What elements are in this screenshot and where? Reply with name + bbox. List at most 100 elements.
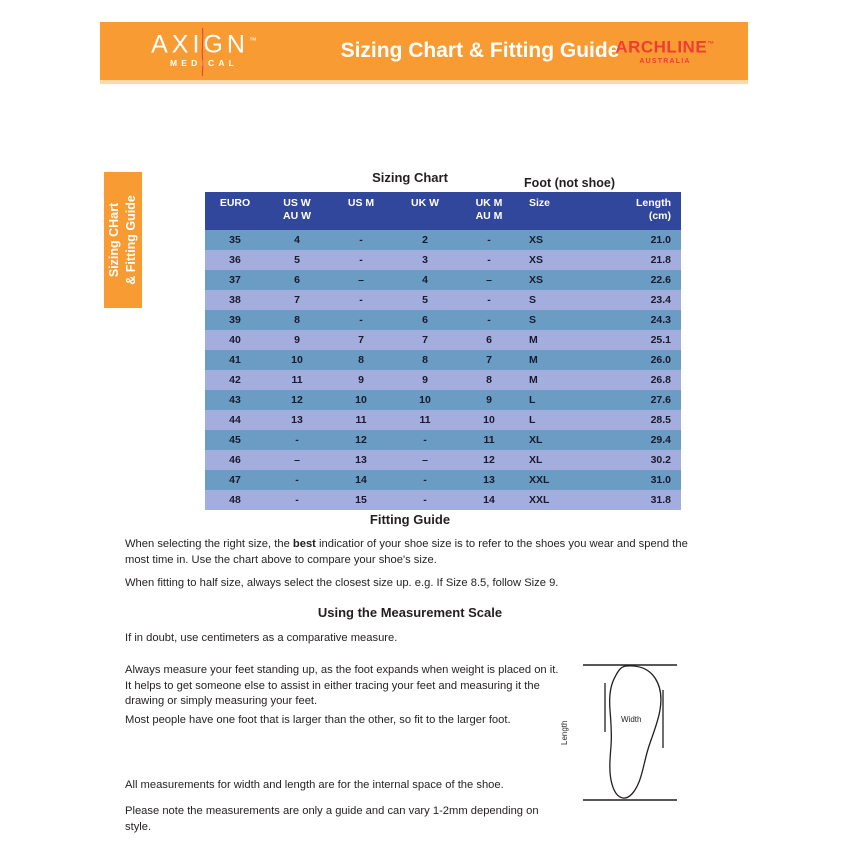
table-cell-us-m: - [329, 230, 393, 250]
foot-measurement-diagram: Width Length [560, 660, 695, 805]
side-tab-label-line2: & Fitting Guide [124, 195, 138, 285]
measurement-scale-paragraph-3: Most people have one foot that is larger… [125, 714, 511, 726]
table-cell-uk-m: 9 [457, 390, 521, 410]
table-row: 36 5-3- XS 21.8 [205, 250, 681, 270]
table-row: 46–13–12 XL 30.2 [205, 450, 681, 470]
table-cell-uk-m: 6 [457, 330, 521, 350]
table-cell-uk-m: 11 [457, 430, 521, 450]
column-header-uk-w: UK W [393, 192, 457, 230]
column-header-euro-line1: EURO [219, 197, 251, 209]
table-cell-euro: 42 [205, 370, 265, 390]
table-cell-euro: 48 [205, 490, 265, 510]
table-row: 42 11 9 9 8 M 26.8 [205, 370, 681, 390]
fitting-guide-p1-part2: indicatior of your shoe size is to refer… [125, 538, 688, 566]
table-cell-us-w: – [265, 450, 329, 470]
table-cell-size: XXL [521, 470, 595, 490]
table-cell-length: 28.5 [595, 410, 681, 430]
foot-not-shoe-note: Foot (not shoe) [524, 176, 615, 190]
column-header-uk-w-line1: UK W [411, 197, 439, 209]
table-cell-uk-w: 9 [393, 370, 457, 390]
banner-underline-divider [100, 80, 748, 84]
table-cell-size: M [521, 330, 595, 350]
table-cell-size: XL [521, 450, 595, 470]
table-cell-us-w: 4 [265, 230, 329, 250]
column-header-us-w-line1: US W [283, 197, 311, 209]
table-cell-uk-m: 14 [457, 490, 521, 510]
table-cell-uk-w: – [393, 450, 457, 470]
table-cell-us-m: 9 [329, 370, 393, 390]
table-row: 40 9 7 7 6 M 25.1 [205, 330, 681, 350]
table-row: 43 12 10 10 9 L 27.6 [205, 390, 681, 410]
table-cell-uk-w: 3 [393, 250, 457, 270]
column-header-us-m-line1: US M [347, 197, 375, 209]
table-cell-euro: 44 [205, 410, 265, 430]
table-cell-uk-w: - [393, 490, 457, 510]
table-cell-us-m: 10 [329, 390, 393, 410]
archline-trademark-icon: ™ [707, 41, 715, 48]
table-cell-size: XS [521, 270, 595, 290]
column-header-us-w-line2: AU W [283, 210, 311, 222]
table-cell-uk-w: - [393, 470, 457, 490]
table-cell-euro: 40 [205, 330, 265, 350]
table-cell-us-w: 12 [265, 390, 329, 410]
column-header-uk-m-line2: AU M [475, 210, 503, 222]
table-cell-euro: 47 [205, 470, 265, 490]
measurement-scale-paragraph-1: If in doubt, use centimeters as a compar… [125, 632, 398, 644]
table-cell-euro: 41 [205, 350, 265, 370]
table-cell-uk-m: 7 [457, 350, 521, 370]
measurement-scale-paragraph-2: Always measure your feet standing up, as… [125, 664, 559, 707]
table-cell-length: 26.0 [595, 350, 681, 370]
archline-logo-wordmark: ARCHLINE™ [605, 35, 725, 57]
table-row: 41 10 8 8 7 M 26.0 [205, 350, 681, 370]
table-cell-length: 31.0 [595, 470, 681, 490]
column-header-us-w: US W AU W [265, 192, 329, 230]
axign-logo-wordmark: AXIGN™ [134, 28, 274, 57]
column-header-length: Length (cm) [595, 192, 681, 230]
table-cell-us-m: 15 [329, 490, 393, 510]
table-cell-length: 31.8 [595, 490, 681, 510]
table-cell-us-w: 8 [265, 310, 329, 330]
table-cell-us-m: - [329, 310, 393, 330]
table-cell-uk-m: 12 [457, 450, 521, 470]
table-cell-euro: 43 [205, 390, 265, 410]
table-cell-us-m: 8 [329, 350, 393, 370]
sizing-chart-header-row: EURO US W AU W US M UK W UK M AU M Size … [205, 192, 681, 230]
table-cell-uk-m: - [457, 290, 521, 310]
archline-logo-subtitle: AUSTRALIA [639, 57, 691, 65]
measurement-scale-paragraph-5: Please note the measurements are only a … [125, 805, 539, 833]
table-cell-size: S [521, 290, 595, 310]
table-cell-size: M [521, 370, 595, 390]
table-cell-length: 29.4 [595, 430, 681, 450]
table-cell-euro: 46 [205, 450, 265, 470]
table-cell-length: 21.0 [595, 230, 681, 250]
table-cell-us-w: 7 [265, 290, 329, 310]
table-cell-uk-w: 7 [393, 330, 457, 350]
sizing-chart-tbody: 35 4-2- XS 21.0 36 5-3- XS 21.8 37 6–4– XS 22.6 38 7-… [205, 230, 681, 510]
table-cell-uk-m: 13 [457, 470, 521, 490]
table-cell-us-w: 6 [265, 270, 329, 290]
table-row: 39 8-6- S 24.3 [205, 310, 681, 330]
column-header-euro: EURO [205, 192, 265, 230]
table-cell-size: XS [521, 250, 595, 270]
fitting-guide-p1-bold: best [292, 538, 316, 550]
table-cell-length: 26.8 [595, 370, 681, 390]
table-cell-length: 24.3 [595, 310, 681, 330]
table-cell-us-m: – [329, 270, 393, 290]
table-cell-uk-w: 6 [393, 310, 457, 330]
table-cell-uk-w: 2 [393, 230, 457, 250]
table-row: 48-15-14 XXL 31.8 [205, 490, 681, 510]
measurement-scale-heading: Using the Measurement Scale [317, 605, 503, 620]
table-cell-us-m: - [329, 290, 393, 310]
table-cell-euro: 45 [205, 430, 265, 450]
column-header-uk-m-line1: UK M [475, 197, 503, 209]
axign-logo: AXIGN™ MEDICAL [134, 27, 274, 77]
table-cell-length: 22.6 [595, 270, 681, 290]
table-cell-us-w: 10 [265, 350, 329, 370]
table-cell-us-m: 12 [329, 430, 393, 450]
table-cell-size: M [521, 350, 595, 370]
table-cell-us-m: 14 [329, 470, 393, 490]
table-cell-size: XXL [521, 490, 595, 510]
table-cell-size: S [521, 310, 595, 330]
table-cell-size: XL [521, 430, 595, 450]
table-cell-euro: 36 [205, 250, 265, 270]
